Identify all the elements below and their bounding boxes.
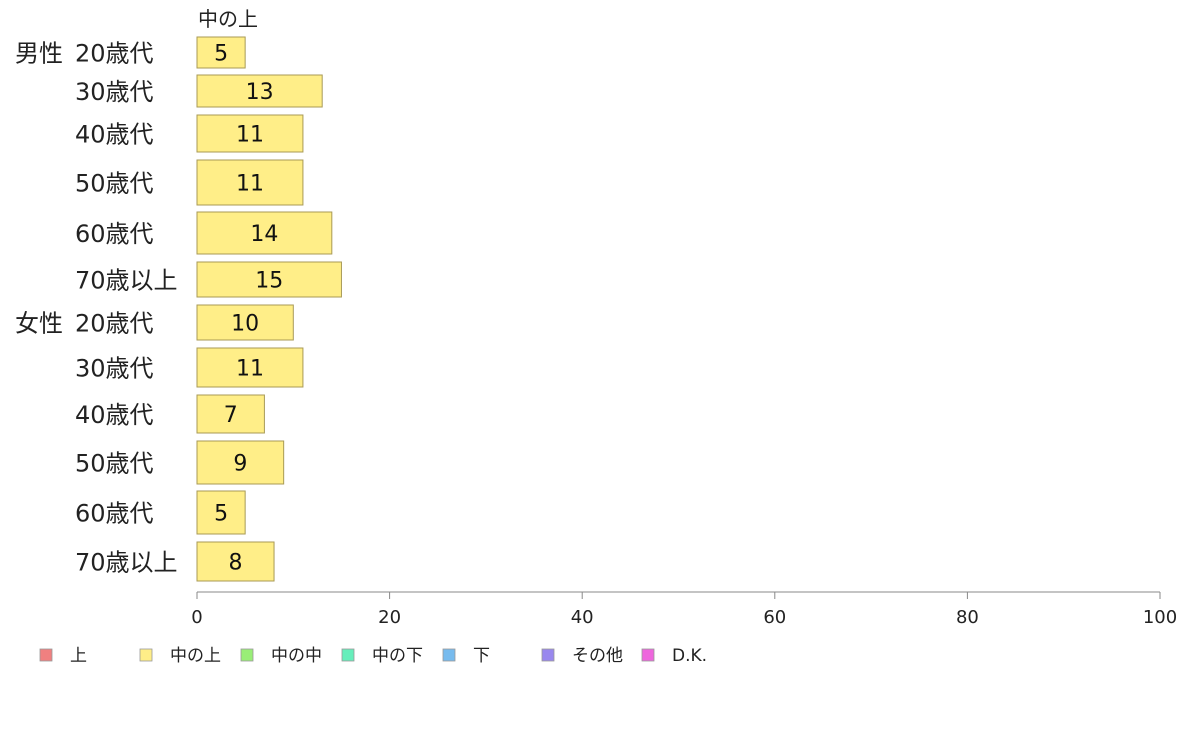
legend-label: 中の下 bbox=[372, 646, 423, 666]
bar bbox=[196, 304, 294, 341]
legend-swatch bbox=[39, 648, 53, 662]
category-label: 30歳代 bbox=[75, 78, 154, 106]
bar-value-label: 9 bbox=[233, 452, 247, 477]
legend-item: 上 bbox=[39, 646, 87, 666]
bar bbox=[196, 490, 246, 535]
bar-value-label: 13 bbox=[246, 80, 274, 105]
legend-item: 中の下 bbox=[341, 646, 423, 666]
category-label: 40歳代 bbox=[75, 121, 154, 149]
bar bbox=[196, 36, 246, 69]
category-label: 30歳代 bbox=[75, 355, 154, 383]
x-tick-label: 40 bbox=[571, 607, 594, 628]
group-label: 女性 bbox=[15, 310, 63, 338]
bar-value-label: 5 bbox=[214, 502, 228, 527]
category-label: 20歳代 bbox=[75, 40, 154, 68]
x-tick-label: 0 bbox=[191, 607, 202, 628]
bar bbox=[196, 261, 342, 298]
legend-swatch bbox=[541, 648, 555, 662]
bar-value-label: 8 bbox=[229, 551, 243, 576]
bar bbox=[196, 541, 275, 582]
bar-value-label: 11 bbox=[236, 172, 264, 197]
legend-swatch bbox=[240, 648, 254, 662]
bar-value-label: 11 bbox=[236, 357, 264, 382]
bar-value-label: 11 bbox=[236, 123, 264, 148]
category-label: 70歳以上 bbox=[75, 267, 178, 295]
legend-swatch bbox=[442, 648, 456, 662]
bar bbox=[196, 74, 323, 108]
bar bbox=[196, 159, 304, 206]
legend-item: D.K. bbox=[641, 646, 707, 666]
legend-label: その他 bbox=[572, 646, 623, 666]
legend-swatch bbox=[139, 648, 153, 662]
category-label: 60歳代 bbox=[75, 220, 154, 248]
bar-value-label: 10 bbox=[231, 312, 259, 337]
x-axis: 0 20 40 60 80 100 bbox=[191, 591, 1177, 628]
legend-swatch bbox=[641, 648, 655, 662]
bar bbox=[196, 394, 265, 434]
group-label: 男性 bbox=[15, 40, 63, 68]
legend: 上 中の上 中の中 中の下 下 その他 D.K. bbox=[39, 646, 707, 666]
bar bbox=[196, 211, 333, 255]
category-label: 60歳代 bbox=[75, 500, 154, 528]
category-label: 20歳代 bbox=[75, 310, 154, 338]
category-label: 70歳以上 bbox=[75, 549, 178, 577]
category-label: 50歳代 bbox=[75, 450, 154, 478]
legend-item: 中の上 bbox=[139, 646, 221, 666]
bar-value-label: 5 bbox=[214, 42, 228, 67]
legend-label: D.K. bbox=[672, 646, 707, 666]
bar bbox=[196, 440, 285, 485]
legend-item: 下 bbox=[442, 646, 490, 666]
category-label: 50歳代 bbox=[75, 170, 154, 198]
x-tick-label: 60 bbox=[763, 607, 786, 628]
bar-value-label: 7 bbox=[224, 403, 238, 428]
legend-item: その他 bbox=[541, 646, 623, 666]
category-label: 40歳代 bbox=[75, 401, 154, 429]
bar-value-label: 14 bbox=[250, 222, 278, 247]
x-tick-label: 100 bbox=[1143, 607, 1177, 628]
legend-label: 下 bbox=[473, 646, 490, 666]
bar bbox=[196, 114, 304, 153]
series-header: 中の上 bbox=[198, 7, 258, 31]
x-tick-label: 80 bbox=[956, 607, 979, 628]
x-tick-label: 20 bbox=[378, 607, 401, 628]
legend-swatch bbox=[341, 648, 355, 662]
legend-item: 中の中 bbox=[240, 646, 322, 666]
bar-value-label: 15 bbox=[255, 269, 283, 294]
legend-label: 上 bbox=[70, 646, 87, 666]
bar bbox=[196, 347, 304, 388]
legend-label: 中の上 bbox=[170, 646, 221, 666]
legend-label: 中の中 bbox=[271, 646, 322, 666]
